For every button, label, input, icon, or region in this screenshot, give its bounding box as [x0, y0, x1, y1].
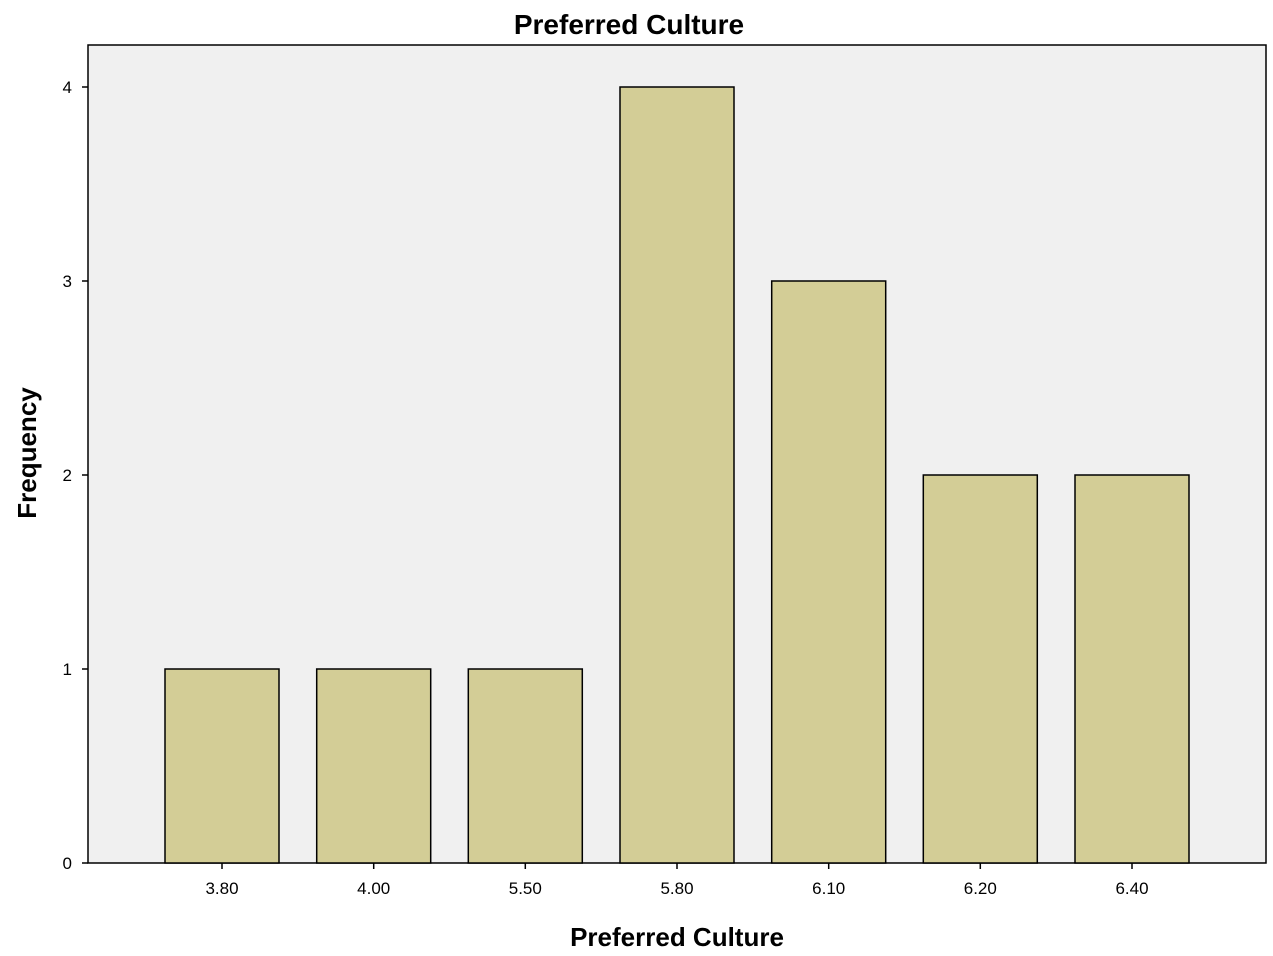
y-tick-label: 0 [63, 854, 72, 873]
bar-5-80 [619, 86, 735, 864]
y-axis-label: Frequency [12, 387, 42, 519]
y-tick-label: 3 [63, 272, 72, 291]
y-tick-label: 1 [63, 660, 72, 679]
y-axis: 0 1 2 3 4 [63, 78, 88, 873]
bar-6-40 [1074, 474, 1190, 864]
x-tick-label: 6.20 [964, 879, 997, 898]
x-tick-label: 3.80 [205, 879, 238, 898]
x-axis-label: Preferred Culture [570, 922, 784, 952]
bar-6-10 [770, 280, 887, 864]
x-tick-label: 5.80 [660, 879, 693, 898]
x-axis: 3.80 4.00 5.50 5.80 6.10 6.20 6.40 [205, 863, 1149, 898]
bars [164, 86, 1190, 864]
bar-3-80 [164, 668, 280, 864]
y-tick-label: 2 [63, 466, 72, 485]
y-tick-label: 4 [63, 78, 72, 97]
bar-4-00 [315, 668, 432, 864]
x-tick-label: 6.10 [812, 879, 845, 898]
x-tick-label: 4.00 [357, 879, 390, 898]
x-tick-label: 6.40 [1115, 879, 1148, 898]
bar-6-20 [922, 474, 1039, 864]
x-tick-label: 5.50 [509, 879, 542, 898]
bar-5-50 [467, 668, 584, 864]
chart-title: Preferred Culture [514, 9, 744, 40]
